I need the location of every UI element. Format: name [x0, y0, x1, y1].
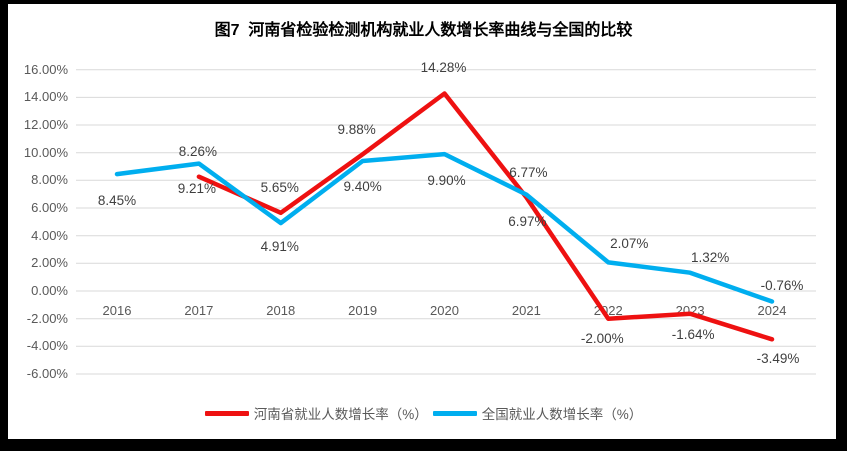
y-tick-label: 8.00% [31, 172, 68, 188]
henan-series-line-icon [204, 410, 249, 416]
y-tick-label: 14.00% [23, 89, 68, 105]
y-tick-label: 0.00% [31, 283, 68, 298]
x-tick-label: 2016 [102, 303, 132, 318]
y-tick-label: 16.00% [23, 61, 68, 77]
data-label: 2.07% [610, 235, 649, 251]
x-tick-label: 2020 [430, 303, 459, 318]
data-label: 9.21% [177, 181, 217, 197]
y-tick-label: -4.00% [26, 338, 68, 354]
national-series-line [114, 151, 775, 304]
x-tick-label: 2017 [184, 303, 214, 318]
y-tick-label: -6.00% [26, 365, 68, 381]
y-tick-label: 2.00% [31, 255, 68, 271]
data-label: 9.40% [343, 179, 382, 195]
y-tick-label: -2.00% [26, 310, 68, 326]
data-label: -1.64% [671, 327, 715, 343]
henan-series-line [196, 91, 775, 342]
chart-title: 图7 河南省检验检测机构就业人数增长率曲线与全国的比较 [214, 22, 633, 39]
data-label: -3.49% [756, 350, 800, 366]
y-tick-label: 4.00% [31, 227, 68, 243]
x-tick-label: 2019 [348, 303, 378, 318]
data-label: 6.77% [509, 164, 548, 180]
data-label: 6.97% [508, 214, 547, 230]
x-tick-label: 2018 [266, 303, 296, 318]
data-label: 8.45% [97, 192, 137, 208]
data-label: -2.00% [580, 331, 624, 347]
y-tick-label: 10.00% [23, 144, 68, 160]
legend-label-henan: 河南省就业人数增长率（%） [253, 407, 428, 422]
data-label: 4.91% [260, 238, 299, 254]
data-label: -0.76% [760, 278, 804, 293]
x-tick-label: 2024 [757, 303, 787, 318]
legend-item-henan: 河南省就业人数增长率（%） [204, 403, 428, 423]
national-series-line-icon [432, 410, 477, 416]
x-tick-label: 2021 [511, 303, 541, 318]
data-label: 14.28% [420, 59, 467, 75]
data-label: 9.88% [337, 121, 376, 137]
legend: 河南省就业人数增长率（%） 全国就业人数增长率（%） [0, 403, 847, 423]
y-tick-label: 6.00% [31, 200, 68, 215]
data-label: 1.32% [690, 250, 730, 266]
legend-label-national: 全国就业人数增长率（%） [481, 407, 643, 422]
y-tick-label: 12.00% [23, 117, 68, 133]
data-label: 9.90% [427, 172, 466, 188]
data-label: 5.65% [260, 180, 299, 196]
legend-item-national: 全国就业人数增长率（%） [432, 403, 643, 423]
data-label: 8.26% [178, 144, 218, 160]
